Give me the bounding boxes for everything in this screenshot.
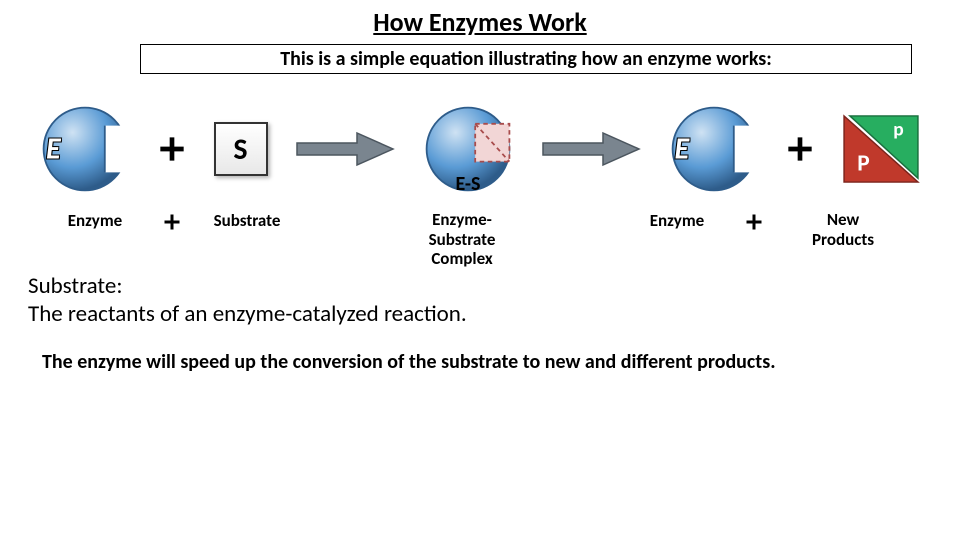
enzyme-2: E bbox=[669, 104, 759, 194]
products-svg: p P bbox=[842, 114, 920, 184]
enzyme-2-letter: E bbox=[675, 131, 690, 168]
label-plus-2 bbox=[740, 210, 768, 234]
substrate-letter: S bbox=[233, 131, 247, 168]
label-plus-1 bbox=[158, 210, 186, 234]
es-letter: E-S bbox=[456, 172, 481, 196]
label-products-line2: Products bbox=[798, 230, 888, 250]
label-es-line3: Complex bbox=[412, 249, 512, 269]
substrate-box: S bbox=[214, 122, 268, 176]
plus-icon-small-2 bbox=[745, 213, 763, 231]
enzyme-1: E bbox=[40, 104, 130, 194]
subtitle-box: This is a simple equation illustrating h… bbox=[140, 44, 912, 74]
label-es-line1: Enzyme- bbox=[412, 210, 512, 230]
product-p1-letter: p bbox=[893, 117, 903, 141]
product-p2-letter: P bbox=[857, 149, 869, 177]
label-es-complex: Enzyme- Substrate Complex bbox=[412, 210, 512, 269]
diagram-row: E S E-S bbox=[40, 94, 920, 204]
label-substrate: Substrate bbox=[202, 210, 292, 231]
arrow-icon-2 bbox=[541, 131, 641, 167]
page-title: How Enzymes Work bbox=[0, 6, 960, 38]
enzyme-1-letter: E bbox=[46, 131, 61, 168]
label-es-line2: Substrate bbox=[412, 230, 512, 250]
plus-icon-1 bbox=[158, 135, 186, 163]
label-products-line1: New bbox=[798, 210, 888, 230]
label-products: New Products bbox=[798, 210, 888, 249]
label-enzyme-1: Enzyme bbox=[50, 210, 140, 231]
products-shape: p P bbox=[842, 114, 920, 184]
definition-block: Substrate: The reactants of an enzyme-ca… bbox=[28, 272, 920, 328]
footer-text: The enzyme will speed up the conversion … bbox=[42, 350, 930, 374]
definition-head: Substrate: bbox=[28, 272, 920, 300]
label-enzyme-2: Enzyme bbox=[632, 210, 722, 231]
plus-icon-2 bbox=[786, 135, 814, 163]
definition-body: The reactants of an enzyme-catalyzed rea… bbox=[28, 300, 920, 328]
arrow-icon-1 bbox=[295, 131, 395, 167]
subtitle-text: This is a simple equation illustrating h… bbox=[280, 47, 772, 71]
labels-row: Enzyme Substrate Enzyme- Substrate Compl… bbox=[40, 210, 920, 270]
plus-icon-small-1 bbox=[163, 213, 181, 231]
es-complex: E-S bbox=[423, 104, 513, 194]
